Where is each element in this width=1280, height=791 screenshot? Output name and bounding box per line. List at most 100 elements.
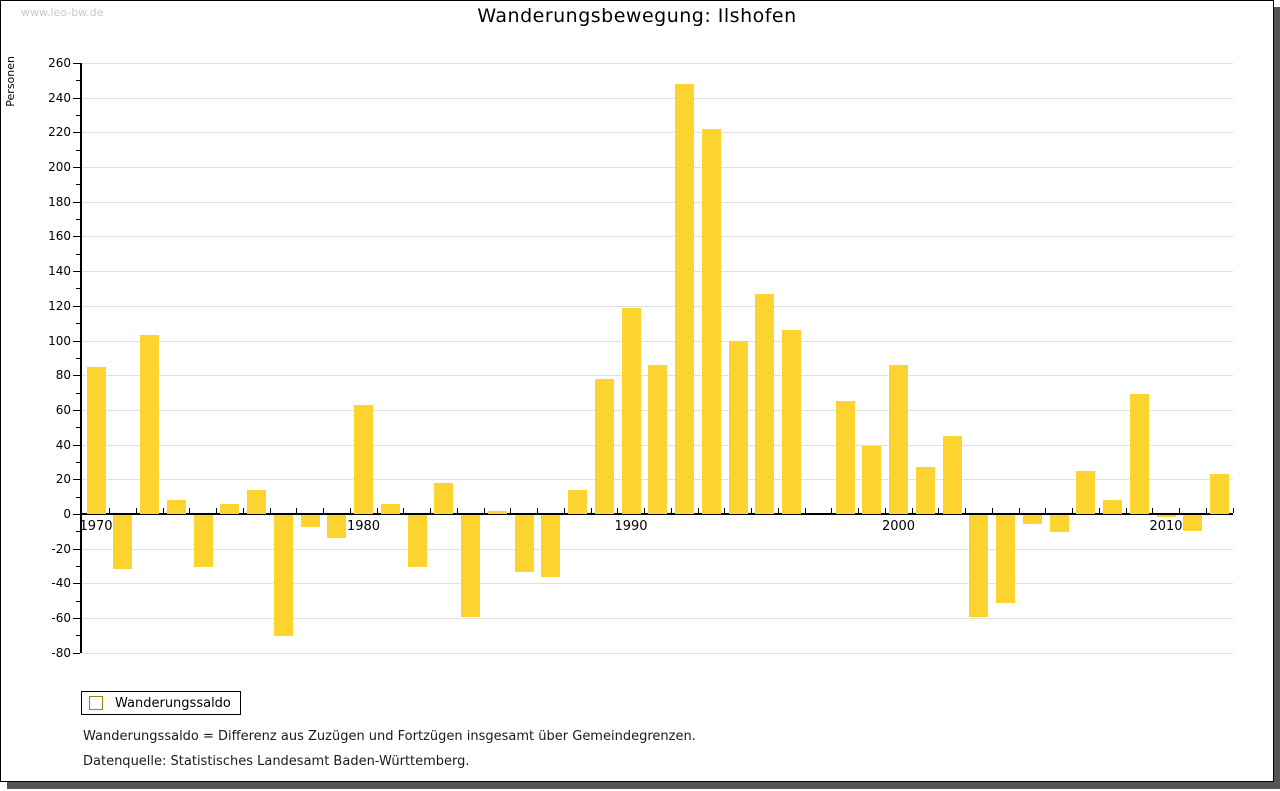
bar[interactable]	[113, 515, 133, 569]
y-tick	[76, 323, 80, 325]
bar[interactable]	[193, 515, 213, 568]
x-tick	[376, 508, 378, 513]
x-tick	[777, 508, 779, 513]
x-tick	[162, 508, 164, 513]
y-tick	[76, 496, 80, 498]
y-tick	[76, 531, 80, 533]
bar[interactable]	[755, 293, 775, 514]
y-tick-label: 220	[48, 125, 71, 140]
y-tick	[73, 97, 80, 99]
bar[interactable]	[407, 515, 427, 568]
footnote-definition: Wanderungssaldo = Differenz aus Zuzügen …	[83, 729, 696, 744]
bar[interactable]	[648, 364, 668, 514]
bar[interactable]	[862, 446, 882, 514]
x-tick	[537, 508, 538, 513]
bar[interactable]	[1156, 515, 1176, 517]
bar[interactable]	[594, 378, 614, 514]
y-tick	[73, 583, 80, 585]
bar[interactable]	[220, 503, 240, 514]
x-axis-year-label: 1980	[346, 519, 381, 534]
gridline	[81, 62, 1233, 64]
bar[interactable]	[782, 330, 801, 514]
bar[interactable]	[889, 364, 908, 514]
bar[interactable]	[621, 307, 641, 514]
x-tick	[911, 508, 913, 513]
x-tick	[1098, 508, 1100, 513]
bar[interactable]	[1183, 515, 1203, 531]
bar[interactable]	[1049, 515, 1069, 533]
bar[interactable]	[380, 503, 400, 514]
gridline	[81, 548, 1233, 550]
y-tick	[76, 461, 80, 463]
bar[interactable]	[996, 515, 1015, 604]
bar[interactable]	[541, 515, 561, 578]
gridline	[81, 271, 1233, 273]
bar[interactable]	[568, 489, 587, 514]
bar[interactable]	[247, 489, 266, 514]
bar[interactable]	[1129, 394, 1149, 514]
x-axis-line	[81, 513, 1233, 515]
bar[interactable]	[461, 515, 480, 618]
y-tick	[76, 357, 80, 359]
x-tick	[1232, 508, 1234, 513]
bar[interactable]	[327, 515, 347, 538]
y-tick-label: 60	[55, 402, 71, 417]
x-tick	[349, 508, 351, 513]
bar[interactable]	[1022, 515, 1042, 524]
x-tick	[216, 508, 217, 513]
bar[interactable]	[942, 435, 962, 514]
x-tick	[1072, 508, 1073, 513]
bar[interactable]	[514, 515, 534, 573]
bar[interactable]	[166, 500, 186, 514]
x-tick	[135, 508, 137, 513]
y-tick-label: 20	[55, 472, 71, 487]
y-tick-label: 0	[63, 507, 71, 521]
y-axis-line	[80, 62, 82, 653]
bar[interactable]	[701, 128, 721, 514]
y-tick-label: -60	[51, 611, 71, 626]
bar[interactable]	[969, 515, 989, 618]
y-tick	[73, 62, 80, 64]
bar[interactable]	[1210, 474, 1229, 514]
y-tick	[73, 305, 80, 307]
bar[interactable]	[434, 482, 454, 514]
bar[interactable]	[835, 401, 855, 514]
y-tick	[73, 271, 80, 273]
y-tick-label: 100	[48, 333, 71, 348]
bar[interactable]	[86, 366, 106, 514]
x-tick	[858, 508, 859, 513]
gridline	[81, 201, 1233, 203]
x-tick	[804, 508, 806, 513]
x-tick	[938, 508, 940, 513]
y-tick	[76, 635, 80, 637]
bar[interactable]	[140, 335, 159, 514]
bar[interactable]	[1076, 470, 1096, 514]
gridline	[81, 618, 1233, 620]
footnote-source: Datenquelle: Statistisches Landesamt Bad…	[83, 754, 470, 769]
y-tick	[76, 253, 80, 255]
bar[interactable]	[675, 83, 694, 514]
bar[interactable]	[354, 404, 373, 514]
bar[interactable]	[273, 515, 293, 637]
y-tick	[73, 340, 80, 342]
bar[interactable]	[1103, 500, 1122, 514]
x-tick	[189, 508, 191, 513]
bar[interactable]	[915, 467, 935, 514]
legend-label: Wanderungssaldo	[115, 695, 231, 711]
y-tick	[76, 427, 80, 429]
y-tick	[73, 548, 80, 550]
x-tick	[965, 508, 966, 513]
bar[interactable]	[300, 515, 320, 528]
bar[interactable]	[728, 340, 748, 514]
gridline	[81, 132, 1233, 134]
bar[interactable]	[487, 510, 507, 514]
y-tick-label: 160	[48, 229, 71, 244]
x-tick	[1045, 508, 1047, 513]
y-tick	[73, 201, 80, 203]
y-tick	[73, 132, 80, 134]
x-tick	[483, 508, 485, 513]
x-tick	[1018, 508, 1020, 513]
x-tick	[403, 508, 405, 513]
x-tick	[296, 508, 298, 513]
y-tick	[73, 167, 80, 168]
